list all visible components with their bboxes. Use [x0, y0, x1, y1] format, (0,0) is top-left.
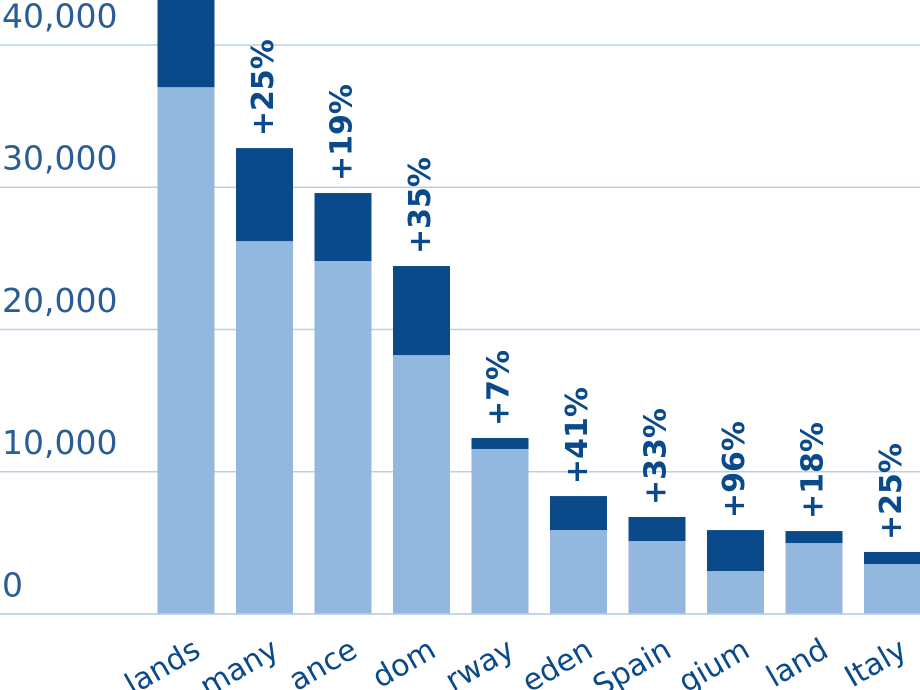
x-tick-label: dom	[367, 632, 442, 690]
bar-segment	[471, 448, 529, 614]
bar-annotation: +25%	[874, 443, 909, 540]
y-tick-label: 10,000	[2, 423, 117, 462]
bar-segment	[471, 438, 529, 449]
bar-annotation: +25%	[246, 39, 281, 136]
x-tick-label: lands	[119, 632, 206, 690]
x-tick-label: Spain	[587, 632, 677, 690]
bar-annotation: +19%	[325, 84, 360, 181]
bar-annotation: +35%	[403, 157, 438, 254]
bar-segment	[393, 266, 450, 356]
x-tick-label: many	[194, 632, 285, 690]
bar-segment	[785, 531, 843, 544]
x-tick-label: ance	[283, 632, 363, 690]
bar-segment	[628, 516, 686, 542]
bar-segment	[785, 543, 843, 614]
y-tick-label: 40,000	[2, 0, 117, 35]
bar-segment	[550, 530, 607, 614]
y-tick-label: 30,000	[2, 139, 117, 178]
y-tick-label: 20,000	[2, 281, 117, 320]
x-tick-label: rway	[440, 632, 521, 690]
bar-annotation: +41%	[560, 387, 595, 484]
bar-annotation: +96%	[717, 421, 752, 518]
bar-segment	[864, 564, 920, 614]
x-tick-label: eden	[516, 632, 598, 690]
bar-segment	[393, 355, 450, 614]
bar-segment	[707, 530, 764, 572]
bar-segment	[236, 148, 293, 242]
bar-segment	[314, 261, 372, 614]
bar-segment	[314, 193, 372, 262]
y-tick-label: 0	[2, 566, 23, 605]
x-tick-label: land	[761, 632, 835, 690]
bar-segment	[628, 541, 686, 614]
bar-segment	[707, 571, 764, 614]
bar-annotation: +33%	[639, 408, 674, 505]
bar-segment	[236, 241, 293, 614]
x-tick-label: gium	[673, 632, 756, 690]
bar-segment	[157, 0, 215, 88]
bar-segment	[550, 496, 607, 531]
bar-segment	[864, 551, 920, 565]
bar-annotation: +7%	[482, 350, 517, 426]
x-tick-label: Italy	[839, 632, 913, 690]
bar-segment	[157, 87, 215, 615]
bar-annotation: +18%	[796, 422, 831, 519]
